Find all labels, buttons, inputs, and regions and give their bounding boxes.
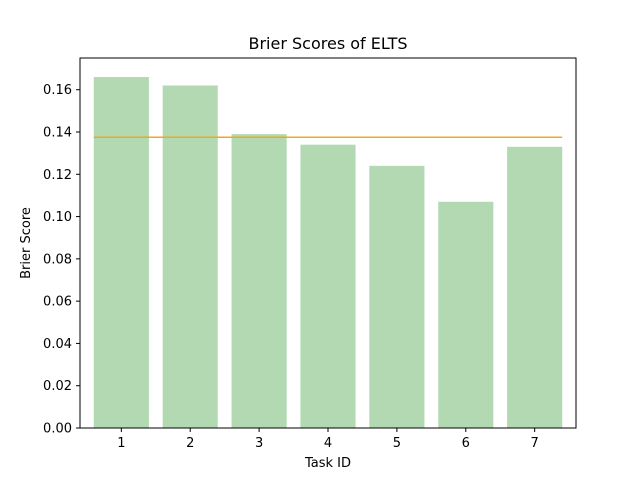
- bar-task-1: [93, 77, 149, 429]
- bar-task-7: [507, 146, 563, 429]
- bars-layer: [93, 77, 563, 429]
- x-tick-label: 7: [531, 436, 539, 451]
- y-axis-title: Brier Score: [19, 207, 34, 279]
- y-axis-ticks: 0.00 0.02 0.04 0.06 0.08 0.10 0.12 0.14 0.16: [43, 83, 80, 437]
- y-tick-label: 0.12: [43, 168, 72, 183]
- x-tick-label: 6: [462, 436, 470, 451]
- y-tick-label: 0.06: [43, 295, 72, 310]
- y-tick-label: 0.10: [43, 210, 72, 225]
- x-tick-label: 3: [255, 436, 263, 451]
- bar-task-6: [438, 201, 494, 428]
- x-axis-title: Task ID: [304, 456, 351, 471]
- chart-title: Brier Scores of ELTS: [249, 34, 408, 53]
- x-tick-label: 5: [393, 436, 401, 451]
- bar-task-2: [162, 85, 218, 428]
- y-tick-label: 0.04: [43, 337, 72, 352]
- y-tick-label: 0.16: [43, 83, 72, 98]
- y-tick-label: 0.00: [43, 422, 72, 437]
- x-tick-label: 4: [324, 436, 332, 451]
- bar-task-4: [300, 144, 356, 428]
- bar-task-3: [231, 134, 287, 428]
- x-axis-ticks: 1 2 3 4 5 6 7: [117, 428, 539, 451]
- y-tick-label: 0.02: [43, 379, 72, 394]
- x-tick-label: 1: [117, 436, 125, 451]
- y-tick-label: 0.08: [43, 252, 72, 267]
- x-tick-label: 2: [186, 436, 194, 451]
- y-tick-label: 0.14: [43, 126, 72, 141]
- bar-task-5: [369, 165, 425, 429]
